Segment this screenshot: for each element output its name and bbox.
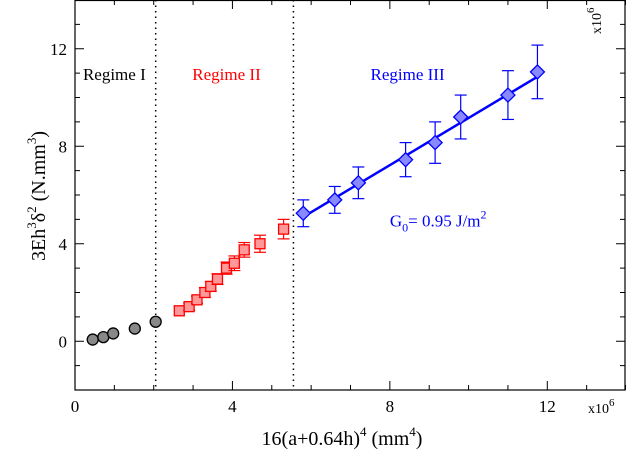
x-label-unit: (mm [367,428,410,450]
series-2 [173,218,290,317]
data-point [277,223,290,235]
tick-labels: 0 4 8 12 0 4 8 12 [50,40,556,416]
annotation-sub: 0 [402,221,408,235]
data-point [397,151,414,168]
y-label-part: (N.mm [28,144,50,207]
data-point [199,286,211,299]
data-point [191,294,203,306]
y-tick-label: 0 [59,332,68,351]
data-point [238,244,250,256]
data-point [173,305,185,317]
annotation-rest: = 0.95 J/m [408,212,480,231]
data-point [211,273,224,285]
x-tick-label: 12 [539,397,556,416]
series-1 [86,315,162,346]
annotation-sup: 2 [481,208,487,222]
regime-label-1: Regime I [83,65,146,84]
y-tick-label: 12 [50,40,67,59]
data-point [529,63,546,80]
y-tick-label: 8 [59,137,68,156]
y-multiplier: x106 [585,7,605,34]
y-multiplier-exp: 6 [585,7,597,13]
x-multiplier-base: x10 [588,402,609,417]
x-label-unit-sup: 4 [409,424,416,439]
data-point [326,191,343,208]
regime-label-3: Regime III [371,65,445,84]
x-label-close: ) [416,428,423,450]
y-label-part: ) [28,131,50,138]
data-point [427,134,444,151]
y-label-part: 3Eh [28,229,50,261]
x-label-main: 16(a+0.64h) [262,428,360,450]
data-point [205,280,217,293]
data-series [86,44,546,346]
series-3 [295,44,546,228]
data-point [128,322,141,335]
data-point [107,327,120,340]
y-tick-label: 4 [59,235,68,254]
plot-border [74,0,626,391]
data-point [295,205,312,222]
fit-line-group [302,74,541,219]
x-tick-label: 4 [228,397,237,416]
data-point [86,333,99,346]
plot-frame [74,0,626,391]
data-point [228,257,241,269]
axis-ticks [74,0,626,391]
data-point [149,315,162,328]
x-multiplier-exp: 6 [609,397,615,409]
data-point [183,300,195,313]
y-label-sup: 2 [24,206,39,213]
x-label-sup: 4 [360,424,367,439]
x-multiplier: x106 [588,397,615,417]
data-point [254,238,266,250]
y-axis-label: 3Eh3δ2 (N.mm3) [24,131,50,261]
y-label-part: δ [28,213,50,222]
y-label-sup: 3 [24,138,39,145]
data-point [350,174,367,191]
regime-dividers [154,0,295,390]
fit-annotation: G0= 0.95 J/m2 [390,208,487,235]
regime-label-2: Regime II [192,65,261,84]
data-point [500,87,516,103]
x-tick-label: 8 [386,397,395,416]
x-tick-label: 0 [71,397,80,416]
x-axis-label: 16(a+0.64h)4 (mm4) [262,424,423,450]
y-multiplier-base: x10 [590,13,605,34]
y-label-sup: 3 [24,222,39,229]
fit-line [302,74,541,219]
annotation-main: G [390,212,402,231]
data-point [452,109,469,125]
